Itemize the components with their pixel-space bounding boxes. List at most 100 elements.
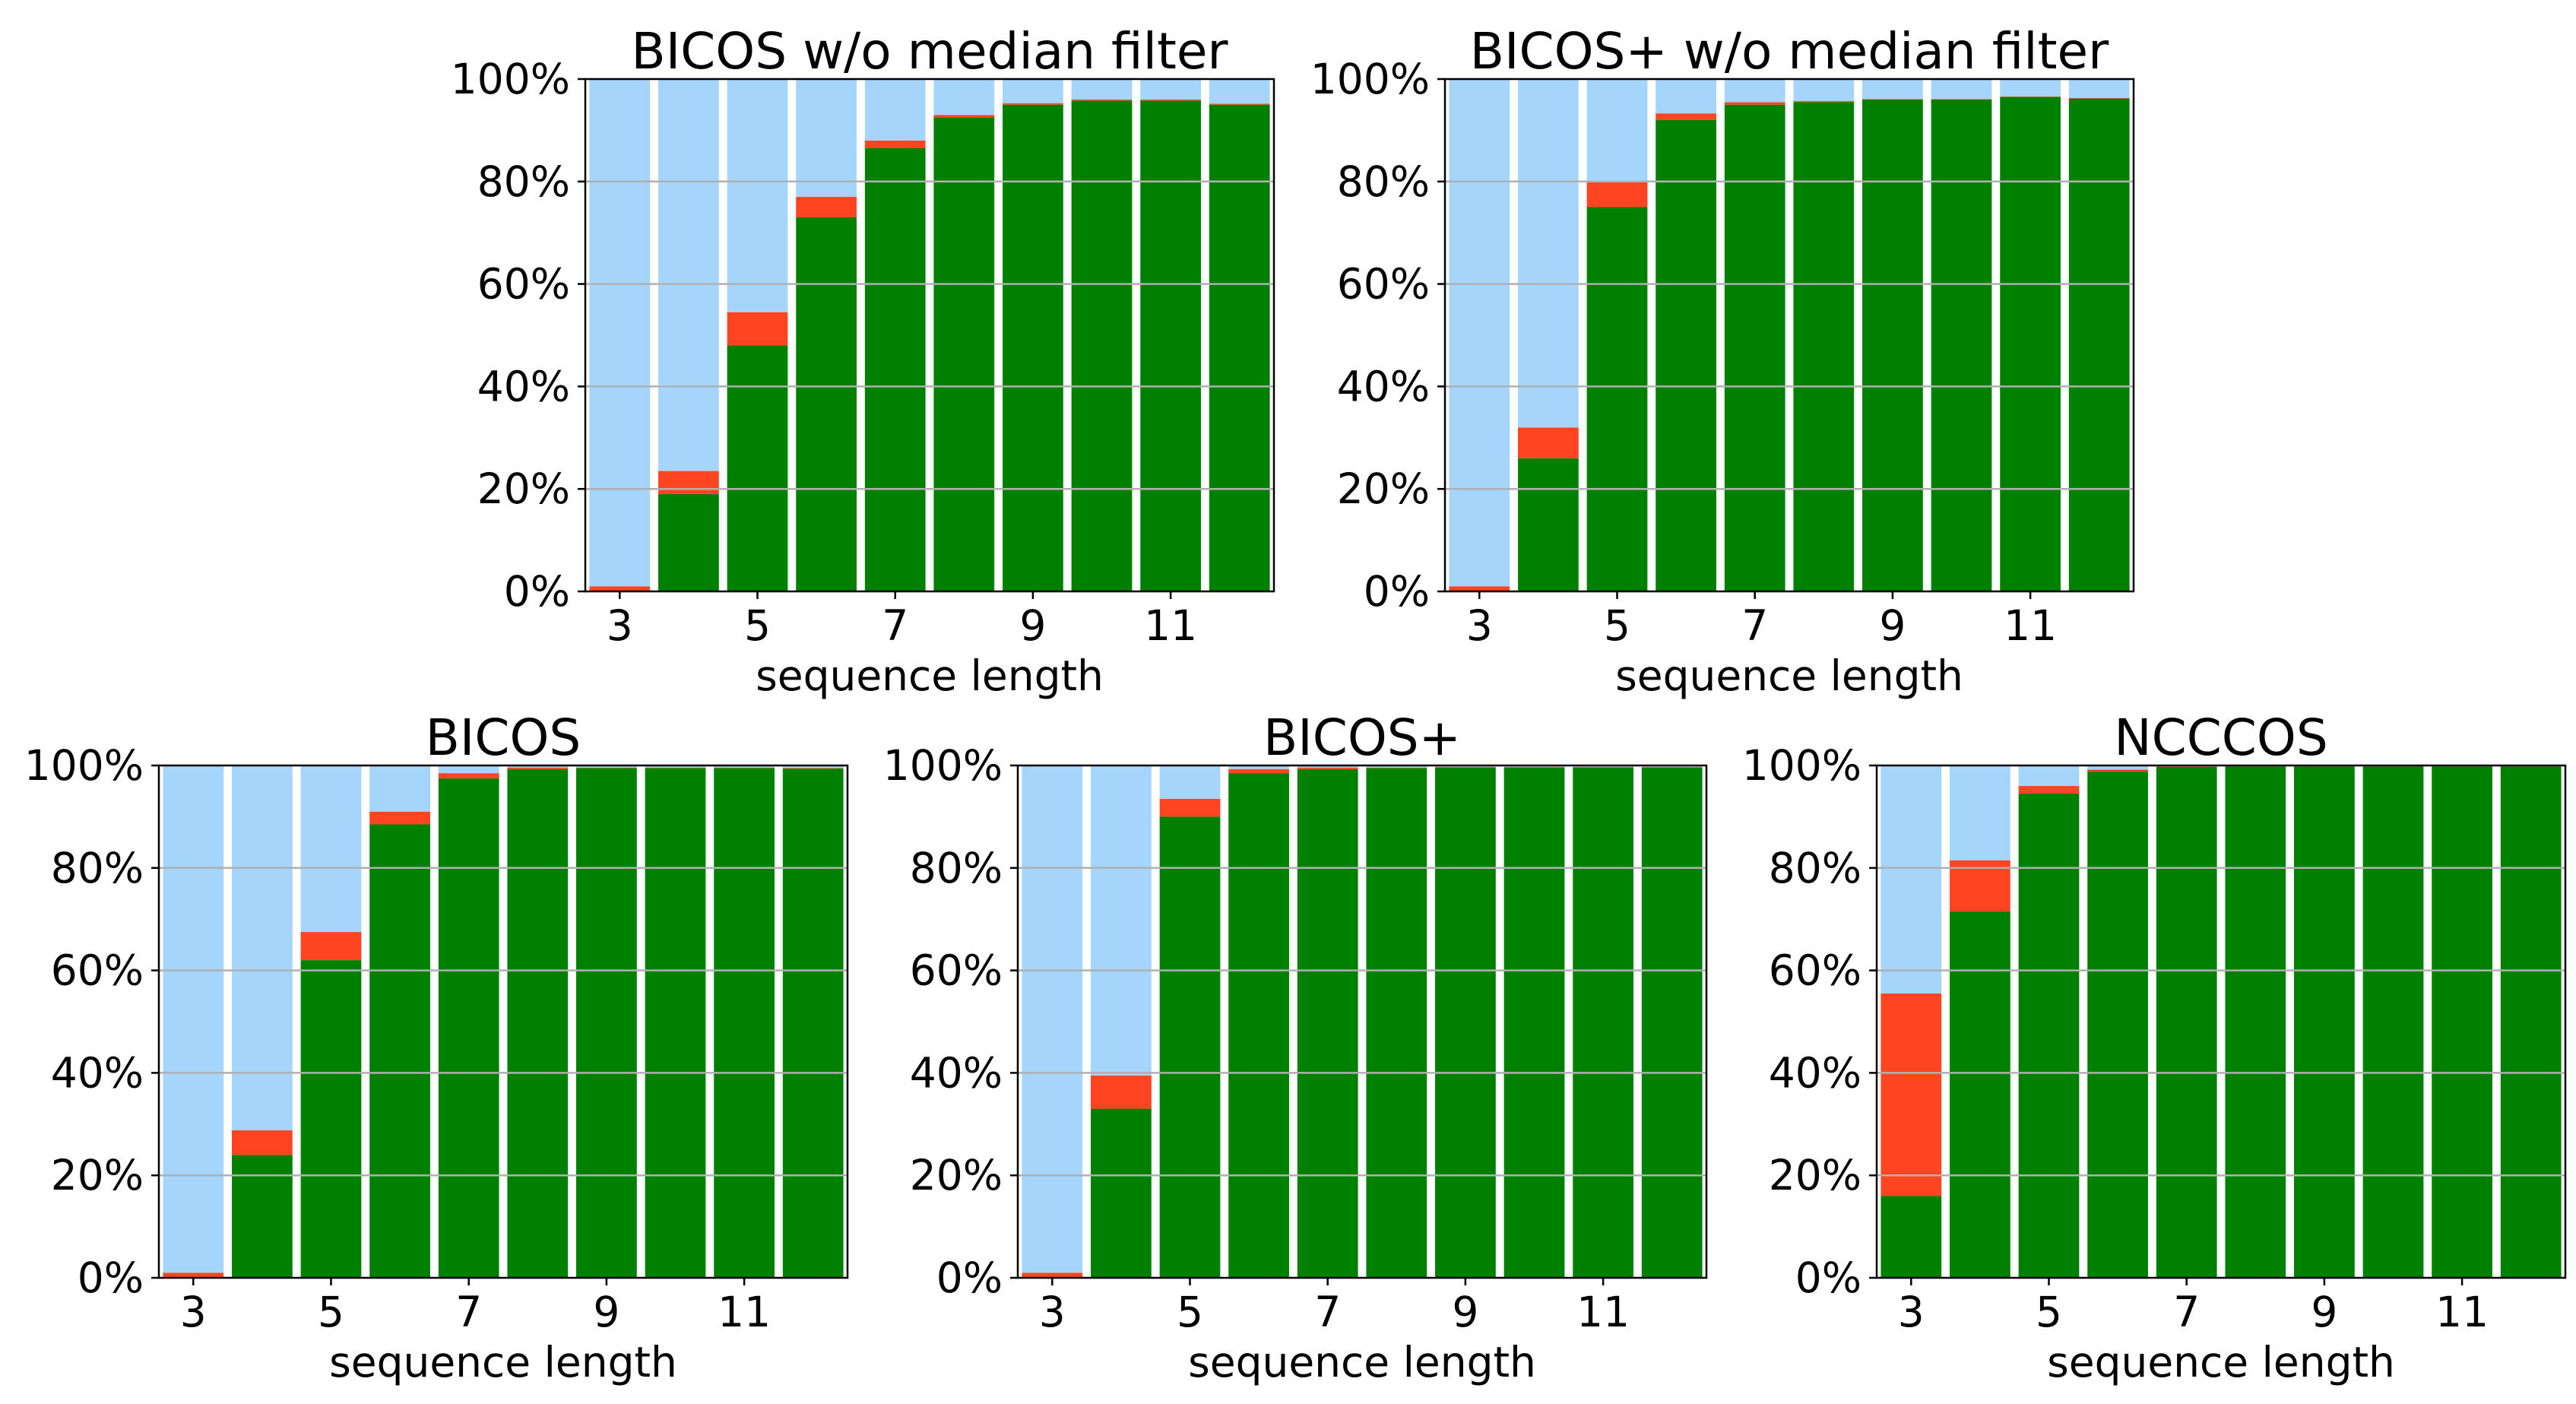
bar-correct-5	[2018, 794, 2080, 1278]
x-tick-label: 9	[1019, 601, 1046, 650]
bar-correct-6	[2087, 772, 2148, 1278]
x-tick-label: 5	[318, 1288, 344, 1336]
bar-correct-9	[576, 768, 637, 1278]
bar-wrong-5	[2018, 785, 2080, 794]
bar-correct-4	[1518, 458, 1579, 591]
chart-title: BICOS+ w/o median filter	[1470, 22, 2109, 81]
bar-wrong-4	[1091, 1075, 1152, 1109]
y-tick-label: 0%	[1795, 1253, 1862, 1302]
bar-correct-4	[232, 1155, 293, 1278]
bar-missing-9	[1003, 79, 1063, 103]
x-tick-label: 3	[607, 601, 633, 650]
x-tick-label: 11	[2004, 601, 2057, 650]
bar-correct-7	[864, 147, 926, 592]
bar-missing-9	[576, 765, 637, 768]
bar-correct-3	[1881, 1196, 1942, 1278]
chart-panel-3: 0% 20% 40% 60% 80% 100% 3 5 7 9 11 sequence length B…	[24, 708, 849, 1387]
chart-panel-5: 0% 20% 40% 60% 80% 100% 3 5 7 9 11 sequence length N…	[1742, 708, 2567, 1387]
y-tick-label: 60%	[477, 260, 570, 309]
y-tick-label: 40%	[910, 1048, 1003, 1097]
bar-missing-7	[1724, 79, 1785, 103]
bar-missing-6	[1656, 79, 1716, 114]
bar-wrong-10	[1931, 99, 1992, 100]
bar-correct-12	[2068, 98, 2130, 592]
bar-wrong-7	[438, 773, 499, 778]
bar-missing-7	[864, 79, 926, 141]
bar-missing-3	[1881, 765, 1942, 994]
bar-correct-9	[1435, 767, 1496, 1278]
bar-correct-8	[507, 769, 569, 1278]
axes-frame	[1875, 764, 2567, 1279]
x-tick-label: 5	[1604, 601, 1630, 650]
chart-panel-2: 0% 20% 40% 60% 80% 100% 3 5 7 9 11 sequence length B…	[1310, 22, 2135, 700]
bar-wrong-8	[1793, 100, 1855, 103]
y-tick-label: 0%	[78, 1253, 144, 1302]
bar-wrong-11	[714, 767, 775, 769]
bar-missing-8	[507, 765, 569, 768]
y-tick-label: 0%	[936, 1253, 1003, 1302]
bar-correct-11	[1573, 767, 1633, 1278]
axes-frame	[584, 78, 1275, 593]
bar-correct-9	[2294, 766, 2355, 1278]
bar-missing-9	[1862, 79, 1923, 100]
x-tick-label: 5	[1177, 1288, 1203, 1336]
bar-wrong-11	[1573, 767, 1633, 768]
x-tick-label: 11	[718, 1288, 771, 1336]
x-tick-label: 3	[180, 1288, 207, 1336]
bar-missing-12	[2068, 79, 2130, 98]
bar-missing-6	[369, 765, 430, 812]
bar-missing-8	[1793, 79, 1855, 101]
bar-wrong-12	[1209, 103, 1270, 105]
bar-correct-6	[369, 824, 430, 1278]
bar-correct-4	[658, 493, 719, 591]
x-axis-label: sequence length	[1615, 651, 1963, 700]
y-tick-label: 80%	[1769, 844, 1862, 892]
bar-missing-4	[1518, 79, 1579, 428]
bar-correct-12	[782, 769, 844, 1278]
x-tick-label: 7	[455, 1288, 482, 1336]
bar-wrong-5	[1159, 798, 1221, 817]
bar-wrong-5	[727, 312, 788, 346]
y-tick-label: 80%	[1337, 157, 1430, 206]
y-tick-label: 20%	[1337, 464, 1430, 513]
bar-missing-10	[1931, 79, 1992, 100]
bar-missing-4	[232, 765, 293, 1130]
x-tick-label: 7	[882, 601, 908, 650]
chart-panel-4: 0% 20% 40% 60% 80% 100% 3 5 7 9 11 sequence length B…	[883, 708, 1708, 1387]
bar-wrong-7	[1724, 102, 1785, 105]
chart-title: BICOS	[426, 708, 581, 767]
x-tick-label: 9	[1452, 1288, 1478, 1336]
bar-missing-4	[1950, 765, 2010, 860]
x-tick-label: 11	[1144, 601, 1197, 650]
bar-missing-11	[2000, 79, 2061, 97]
bar-wrong-5	[300, 932, 362, 961]
bar-wrong-3	[1881, 993, 1942, 1196]
bar-correct-11	[2432, 766, 2492, 1278]
bar-correct-9	[1862, 99, 1923, 591]
bar-missing-5	[2018, 765, 2080, 786]
x-tick-label: 7	[1314, 1288, 1341, 1336]
bar-correct-9	[1003, 104, 1063, 591]
x-tick-label: 9	[593, 1288, 619, 1336]
bar-correct-10	[1931, 99, 1992, 591]
bar-wrong-3	[589, 586, 651, 591]
bar-correct-11	[2000, 97, 2061, 592]
bar-missing-8	[933, 79, 995, 116]
bar-missing-3	[1449, 79, 1510, 587]
bar-correct-8	[2225, 766, 2286, 1278]
y-tick-label: 100%	[1742, 741, 1862, 790]
bar-correct-5	[300, 960, 362, 1278]
bar-wrong-8	[507, 767, 569, 769]
y-tick-label: 100%	[883, 741, 1003, 790]
bar-wrong-4	[1518, 427, 1579, 458]
bar-correct-12	[1209, 104, 1270, 591]
bar-missing-4	[1091, 765, 1152, 1076]
bar-correct-8	[1793, 102, 1855, 591]
y-tick-label: 60%	[910, 946, 1003, 995]
x-tick-label: 9	[1879, 601, 1906, 650]
bar-missing-5	[1159, 765, 1221, 799]
bar-wrong-6	[369, 811, 430, 825]
bar-wrong-8	[1366, 767, 1427, 769]
bar-wrong-12	[782, 768, 844, 769]
